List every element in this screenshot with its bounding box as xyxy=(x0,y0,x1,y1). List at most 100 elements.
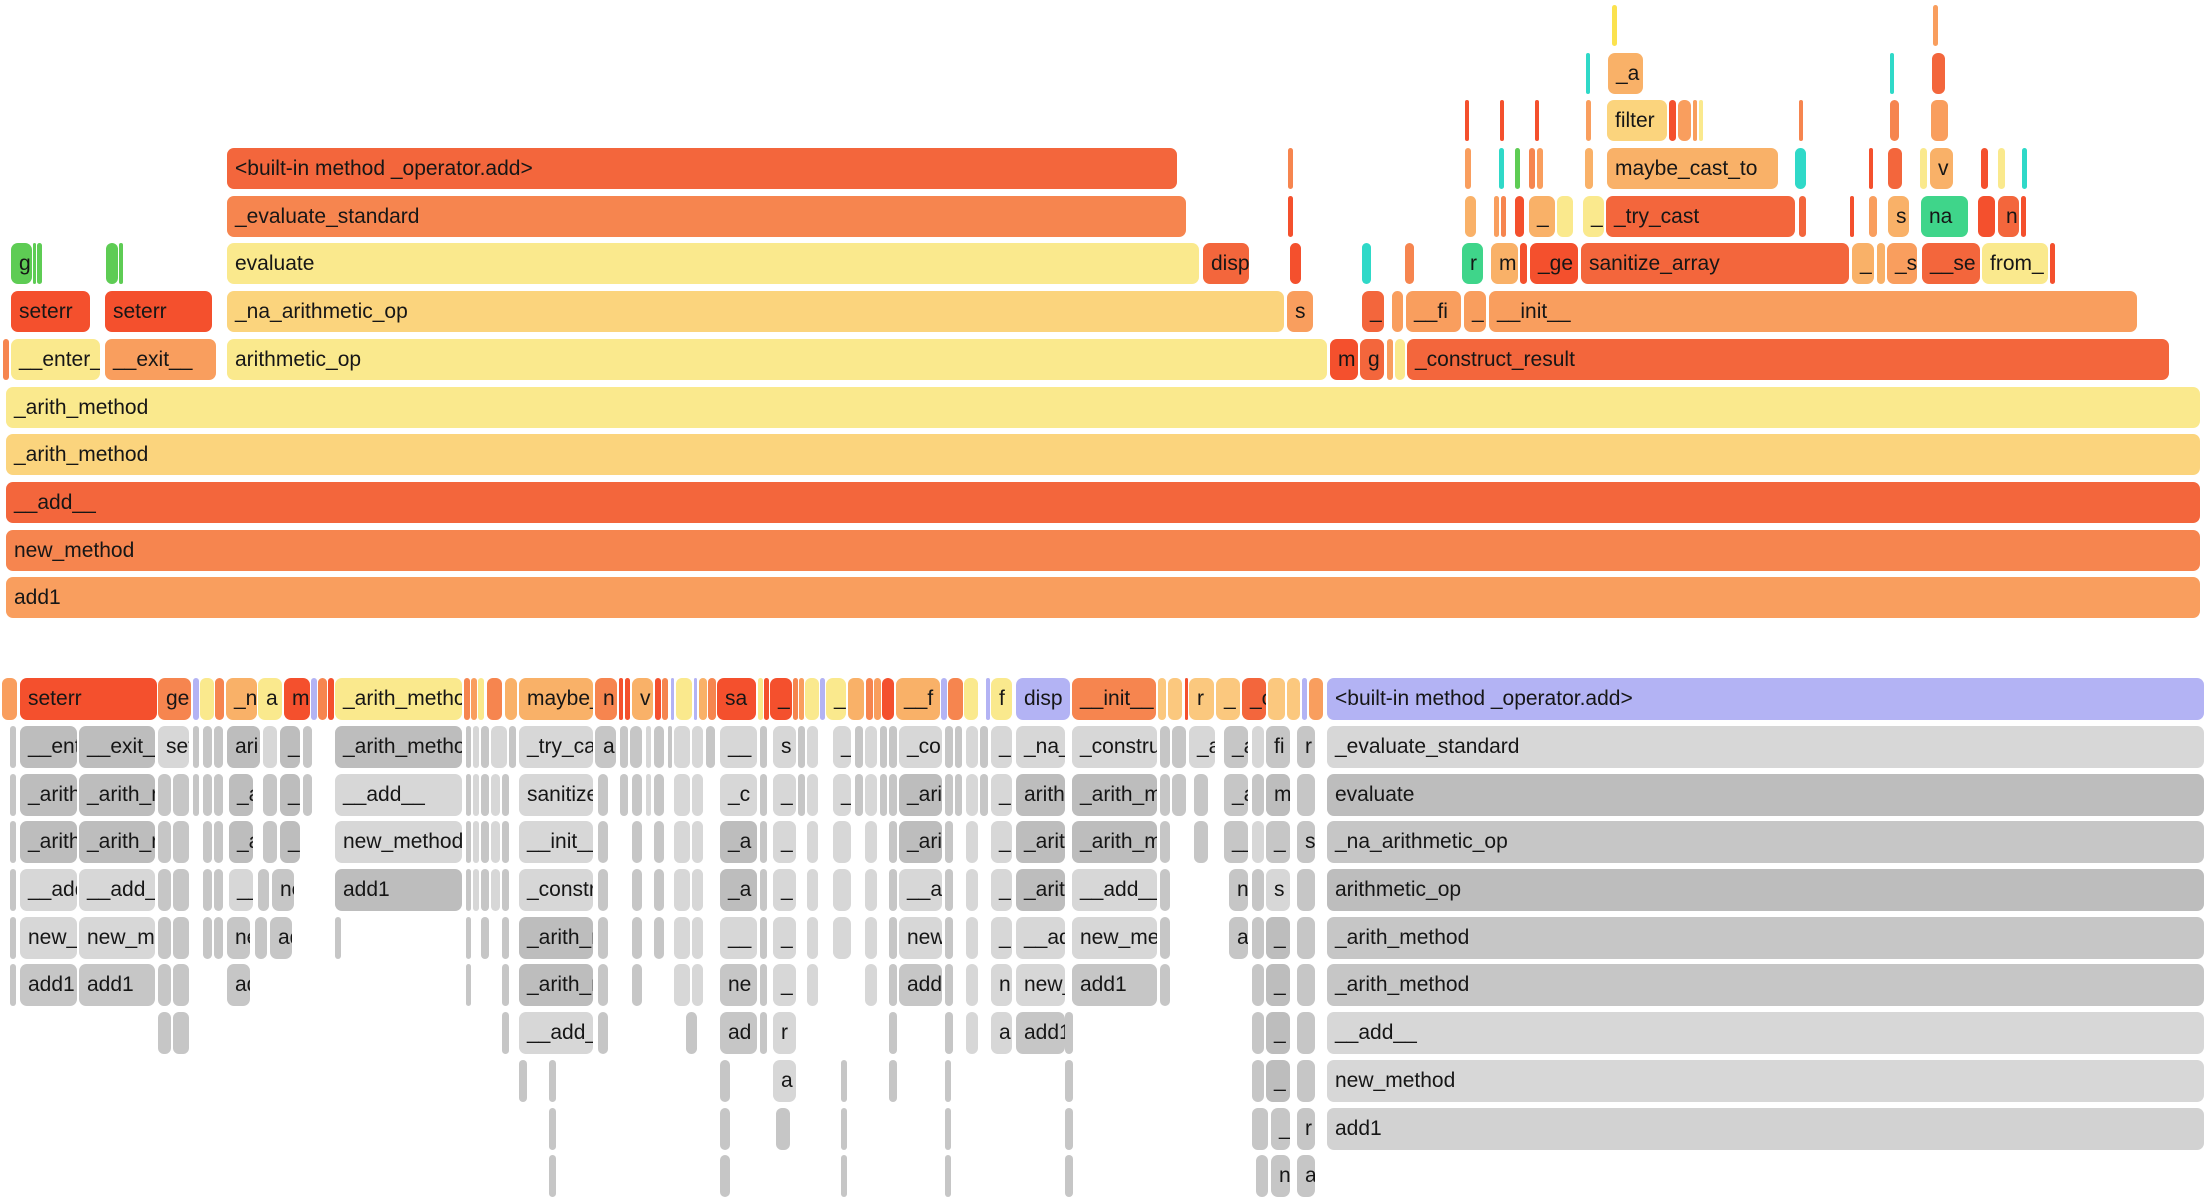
flame-frame-sliver[interactable] xyxy=(692,917,703,959)
flame-frame-sliver[interactable] xyxy=(966,869,978,911)
flame-frame-sliver[interactable] xyxy=(2050,243,2055,284)
flame-frame-new_method[interactable]: new_method xyxy=(899,917,942,959)
flame-frame-_[interactable] xyxy=(173,917,189,959)
flame-frame-sliver[interactable] xyxy=(966,726,978,768)
flame-frame-sliver[interactable] xyxy=(692,726,703,768)
flame-frame-g[interactable]: g xyxy=(11,243,32,284)
flame-frame-_a[interactable]: _a xyxy=(280,726,300,768)
flame-frame-sliver[interactable] xyxy=(464,678,470,720)
flame-frame-_[interactable]: _ xyxy=(1852,243,1874,284)
flame-frame-sliver[interactable] xyxy=(37,243,42,284)
flame-frame-sliver[interactable] xyxy=(1535,100,1539,141)
flame-frame-_arith_method[interactable]: _arith_method xyxy=(1327,964,2204,1006)
flame-frame-_na_arithmetic_op[interactable]: _na_arithmetic_op xyxy=(1327,821,2204,863)
flame-frame-sliver[interactable] xyxy=(481,774,489,816)
flame-frame-sliver[interactable] xyxy=(2021,196,2026,237)
flame-frame-sliver[interactable] xyxy=(1693,100,1697,141)
flame-frame-r[interactable] xyxy=(1978,196,1995,237)
flame-frame-sliver[interactable] xyxy=(1297,1060,1315,1102)
flame-frame-n[interactable]: n xyxy=(1271,1155,1290,1197)
flame-frame-sliver[interactable] xyxy=(473,774,479,816)
flame-frame-sliver[interactable] xyxy=(10,917,16,959)
flame-frame-sliver[interactable] xyxy=(760,774,767,816)
flame-frame-sliver[interactable] xyxy=(980,774,988,816)
flame-frame-sliver[interactable] xyxy=(549,1155,556,1197)
flame-frame-sliver[interactable] xyxy=(760,869,767,911)
flame-frame-seterr[interactable]: seterr xyxy=(11,291,90,332)
flame-frame-sliver[interactable] xyxy=(1160,774,1170,816)
flame-frame-sliver[interactable] xyxy=(966,821,978,863)
flame-frame-_arith_method[interactable]: _arith_method xyxy=(20,774,77,816)
flame-frame-_[interactable] xyxy=(674,869,690,911)
flame-frame-__enter__[interactable]: __enter__ xyxy=(20,726,77,768)
flame-frame-sliver[interactable] xyxy=(708,678,716,720)
flame-frame-_arith_method[interactable]: _arith_method xyxy=(1072,821,1157,863)
flame-frame-sliver[interactable] xyxy=(311,678,317,720)
flame-frame-a[interactable]: a xyxy=(258,678,282,720)
flame-frame-sliver[interactable] xyxy=(1920,148,1927,189)
flame-frame-sliver[interactable] xyxy=(471,678,477,720)
flame-frame-_[interactable] xyxy=(948,678,963,720)
flame-frame-__add__[interactable]: __add__ xyxy=(20,869,77,911)
flame-frame-i[interactable] xyxy=(964,678,978,720)
flame-frame-v[interactable]: v xyxy=(1930,148,1953,189)
flame-frame-sliver[interactable] xyxy=(1160,917,1170,959)
flame-frame-sliver[interactable] xyxy=(841,1108,847,1150)
flame-frame-r[interactable] xyxy=(158,964,171,1006)
flame-frame-sliver[interactable] xyxy=(654,774,664,816)
flame-frame-_[interactable] xyxy=(173,821,189,863)
flame-frame-_[interactable]: _ xyxy=(1216,678,1240,720)
flame-frame-sliver[interactable] xyxy=(1586,100,1591,141)
flame-frame-sanitize_array[interactable]: sanitize_array xyxy=(1581,243,1849,284)
flame-frame-sliver[interactable] xyxy=(966,964,978,1006)
flame-frame-sliver[interactable] xyxy=(1890,100,1899,141)
flame-frame-sliver[interactable] xyxy=(941,678,947,720)
flame-frame-_na_arithmetic_op[interactable]: _na_arithmetic_op xyxy=(1016,726,1065,768)
flame-frame-_construct_result[interactable]: _construct_result xyxy=(899,726,942,768)
flame-frame-_[interactable] xyxy=(674,774,690,816)
flame-frame-seterr[interactable]: seterr xyxy=(158,726,189,768)
flame-frame-sliver[interactable] xyxy=(668,726,672,768)
flame-frame-__add__[interactable]: __add__ xyxy=(899,869,942,911)
flame-frame-evaluate[interactable]: evaluate xyxy=(1327,774,2204,816)
flame-frame-f[interactable]: f xyxy=(991,678,1012,720)
flame-frame-sliver[interactable] xyxy=(760,821,767,863)
flame-frame-_[interactable]: _ xyxy=(773,774,796,816)
flame-frame-sliver[interactable] xyxy=(491,821,500,863)
flame-frame-sliver[interactable] xyxy=(760,917,767,959)
flame-frame-_a[interactable]: _a xyxy=(720,821,757,863)
flame-frame-_construct_result[interactable]: _construct_result xyxy=(519,869,593,911)
flame-frame-sliver[interactable] xyxy=(1065,1060,1073,1102)
flame-frame-new_method[interactable]: new_method xyxy=(6,530,2200,571)
flame-frame-_[interactable] xyxy=(200,678,214,720)
flame-frame-sliver[interactable] xyxy=(119,243,123,284)
flame-frame-sliver[interactable] xyxy=(799,678,804,720)
flame-frame-sliver[interactable] xyxy=(491,774,500,816)
flame-frame-sliver[interactable] xyxy=(487,678,502,720)
flame-frame-r[interactable]: r xyxy=(773,1012,796,1054)
flame-frame-sliver[interactable] xyxy=(692,774,703,816)
flame-frame-_arith_method[interactable]: _arith_method xyxy=(335,726,462,768)
flame-frame-_[interactable] xyxy=(158,821,171,863)
flame-frame-_try_cast[interactable]: _try_cast xyxy=(1606,196,1795,237)
flame-frame-sliver[interactable] xyxy=(1500,100,1504,141)
flame-frame-new_method[interactable]: new_method xyxy=(1072,917,1157,959)
flame-frame-_arith_method[interactable]: _arith_method xyxy=(79,774,155,816)
flame-frame-n[interactable]: n xyxy=(595,678,617,720)
flame-frame-a[interactable] xyxy=(1194,821,1208,863)
flame-frame-_arith_method[interactable]: _arith_method xyxy=(1016,869,1065,911)
flame-frame-r[interactable]: r xyxy=(1297,1108,1315,1150)
flame-frame-seterr[interactable]: seterr xyxy=(105,291,212,332)
flame-frame-sliver[interactable] xyxy=(1869,148,1873,189)
flame-frame-sliver[interactable] xyxy=(598,917,608,959)
flame-frame-sliver[interactable] xyxy=(807,869,818,911)
flame-frame-sliver[interactable] xyxy=(1850,196,1854,237)
flame-frame-sliver[interactable] xyxy=(1515,196,1524,237)
flame-frame-a[interactable] xyxy=(203,917,212,959)
flame-frame-sliver[interactable] xyxy=(481,726,489,768)
flame-frame-sliver[interactable] xyxy=(1585,148,1593,189)
flame-frame-_arith_method[interactable]: _arith_method xyxy=(6,434,2200,475)
flame-frame-sliver[interactable] xyxy=(502,774,509,816)
flame-frame-a[interactable] xyxy=(158,1012,171,1054)
flame-frame-ne[interactable]: ne xyxy=(720,964,757,1006)
